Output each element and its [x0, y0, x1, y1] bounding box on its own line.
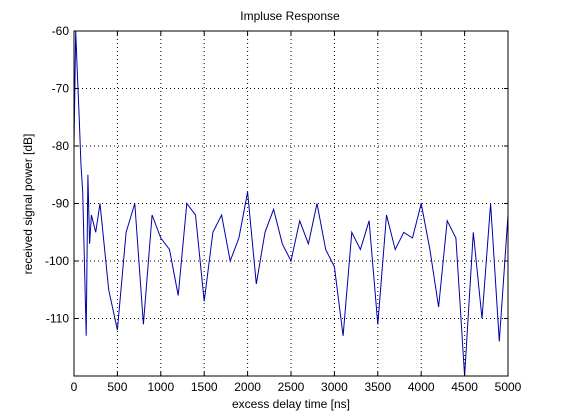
- y-axis-label: received signal power [dB]: [21, 133, 35, 275]
- x-tick-label: 2500: [278, 380, 305, 394]
- x-tick-label: 500: [107, 380, 127, 394]
- response-line: [73, 30, 509, 377]
- y-tick-label: -60: [52, 24, 70, 38]
- x-tick-label: 0: [71, 380, 78, 394]
- x-tick-label: 5000: [495, 380, 522, 394]
- chart-title: Impluse Response: [240, 9, 340, 23]
- axis-ticks: 0 500 1000 1500 2000 2500 3000 3500 4000 4500 5000…: [45, 24, 522, 394]
- x-tick-label: 1500: [191, 380, 218, 394]
- x-tick-label: 4500: [451, 380, 478, 394]
- grid-lines: [74, 31, 508, 376]
- x-tick-label: 2000: [234, 380, 261, 394]
- y-tick-label: -110: [46, 312, 69, 326]
- x-tick-label: 3500: [364, 380, 391, 394]
- x-axis-label: excess delay time [ns]: [231, 397, 351, 411]
- x-tick-label: 3000: [321, 380, 348, 394]
- data-series: [73, 30, 509, 377]
- x-tick-label: 4000: [408, 380, 435, 394]
- y-tick-label: -80: [52, 139, 70, 153]
- x-tick-label: 1000: [147, 380, 174, 394]
- y-tick-label: -100: [45, 254, 69, 268]
- y-tick-label: -90: [52, 197, 70, 211]
- y-tick-label: -70: [52, 82, 70, 96]
